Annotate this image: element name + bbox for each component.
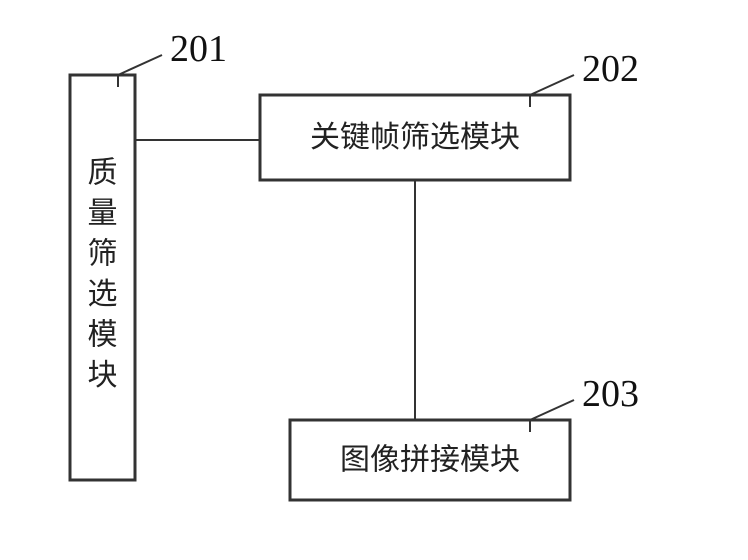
node-203-callout-leader <box>530 400 574 420</box>
node-201-label-char-5: 块 <box>88 359 118 392</box>
node-202-callout-leader <box>530 75 574 95</box>
node-201-callout-tick <box>106 75 118 87</box>
node-203: 图像拼接模块 203 <box>290 373 639 500</box>
node-201: 质量筛选模块 201 <box>70 28 227 480</box>
node-201-callout-leader <box>118 55 162 75</box>
node-202-callout-label: 202 <box>582 48 639 90</box>
node-201-label-char-0: 质 <box>88 156 118 189</box>
node-201-label-char-1: 量 <box>88 197 118 230</box>
node-201-callout-label: 201 <box>170 28 227 70</box>
node-201-label-char-2: 筛 <box>88 237 118 270</box>
node-202-label: 关键帧筛选模块 <box>310 121 520 154</box>
node-203-callout-label: 203 <box>582 373 639 415</box>
node-203-label: 图像拼接模块 <box>340 444 520 477</box>
node-202: 关键帧筛选模块 202 <box>260 48 639 180</box>
node-202-callout-tick <box>518 95 530 107</box>
node-203-callout-tick <box>518 420 530 432</box>
node-201-label-char-4: 模 <box>88 318 118 351</box>
node-201-label-char-3: 选 <box>88 278 118 311</box>
